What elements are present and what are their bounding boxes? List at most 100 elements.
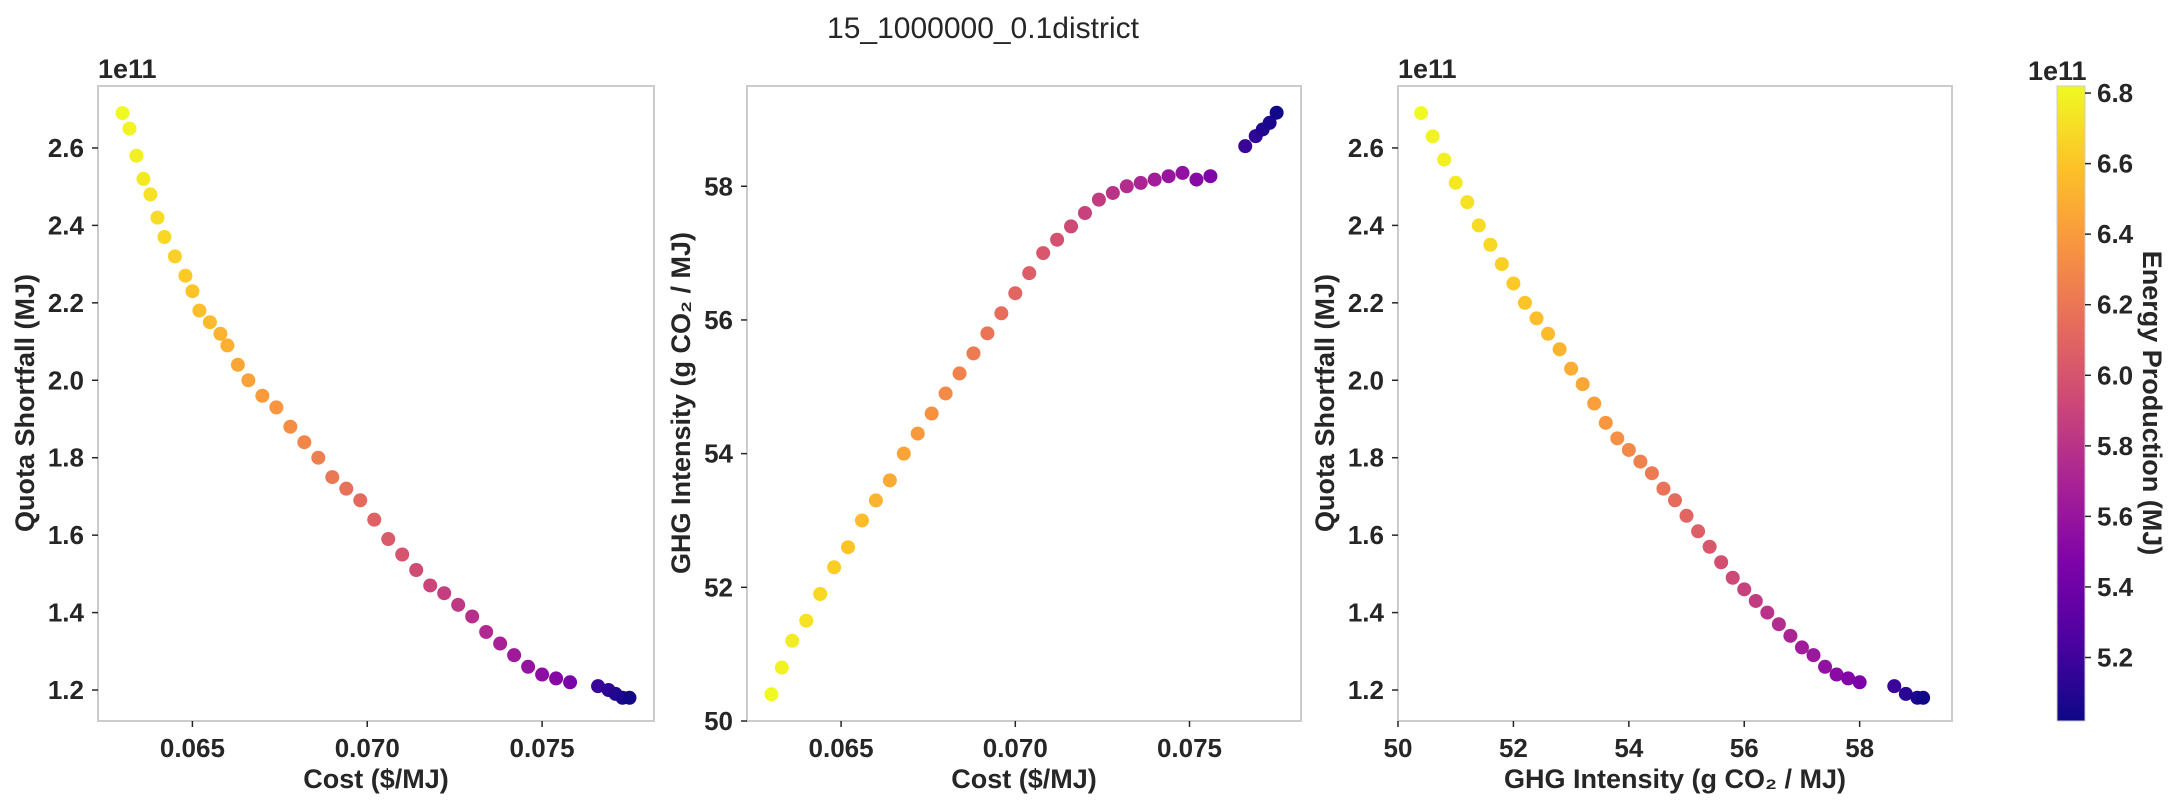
data-point [882,473,897,488]
x-tick-label: 52 [1499,733,1528,763]
x-axis-label: Cost ($/MJ) [951,764,1097,794]
x-tick-label: 0.075 [1157,733,1222,763]
y-tick-label: 58 [704,171,733,201]
colorbar-gradient [2056,85,2086,722]
data-point [1091,192,1106,207]
data-point [269,400,284,415]
y-tick-label: 56 [704,305,733,335]
plot-frame [746,85,1302,722]
data-point [827,560,842,575]
y-tick-label: 1.6 [48,520,84,550]
data-point [1269,105,1284,120]
x-tick-label: 0.075 [510,733,575,763]
data-point [1105,185,1120,200]
panel-ghg-vs-quota: 1e11 GHG Intensity (g CO₂ / MJ) Quota Sh… [1310,54,1953,794]
data-point [854,513,869,528]
data-point [1414,106,1429,121]
data-point [1425,129,1440,144]
data-point [1262,115,1277,130]
data-point [1587,396,1602,411]
ticks: 0.065 0.070 0.075 1.2 1.4 1.6 1.8 2.0 2.2 2.4 2.6 [48,133,575,763]
y-tick-label: 50 [704,706,733,736]
data-point [910,426,925,441]
data-point [122,121,137,136]
data-point [1771,617,1786,632]
data-point [1714,555,1729,570]
y-tick-label: 2.2 [48,288,84,318]
y-tick-label: 1.8 [1348,443,1384,473]
data-point [774,660,789,675]
plot-frame [97,85,655,722]
y-offset-label: 1e11 [1398,54,1457,84]
data-point [1656,481,1671,496]
data-point [192,303,207,318]
data-point [167,249,182,264]
data-point [1691,524,1706,539]
data-points [115,106,637,705]
colorbar-tick-label: 5.2 [2097,643,2133,673]
data-point [764,687,779,702]
data-point [479,624,494,639]
data-point [311,450,326,465]
data-point [1887,679,1902,694]
data-point [353,493,368,508]
data-point [1702,539,1717,554]
data-point [1829,667,1844,682]
colorbar-tick-label: 5.8 [2097,431,2133,461]
data-point [1175,165,1190,180]
data-point [1494,257,1509,272]
data-point [924,406,939,421]
x-tick-label: 54 [1614,733,1643,763]
y-axis-label: GHG Intensity (g CO₂ / MJ) [666,232,696,574]
x-tick-label: 0.070 [335,733,400,763]
data-point [241,373,256,388]
data-point [1725,570,1740,585]
data-point [896,446,911,461]
data-point [841,540,856,555]
y-tick-label: 2.0 [48,365,84,395]
y-tick-label: 52 [704,572,733,602]
data-point [395,547,410,562]
panel-cost-vs-ghg: Cost ($/MJ) GHG Intensity (g CO₂ / MJ) 0… [666,85,1302,794]
panel-cost-vs-quota: 1e11 Cost ($/MJ) Quota Shortfall (MJ) 0.… [10,54,655,794]
y-tick-label: 2.2 [1348,288,1384,318]
data-point [1161,169,1176,184]
data-point [283,419,298,434]
data-point [1437,152,1452,167]
x-tick-label: 50 [1384,733,1413,763]
plot-frame [1397,85,1953,722]
data-point [1575,377,1590,392]
data-point [1022,266,1037,281]
data-point [1916,690,1931,705]
y-tick-label: 2.6 [1348,133,1384,163]
data-point [325,470,340,485]
data-point [813,587,828,601]
y-tick-label: 1.2 [48,675,84,705]
data-point [507,648,522,663]
y-axis-label: Quota Shortfall (MJ) [1310,274,1340,532]
data-point [549,671,564,686]
data-point [966,346,981,361]
ticks: 50 52 54 56 58 1.2 1.4 1.6 1.8 2.0 2.2 2.4 2.6 [1348,133,1874,763]
data-point [423,578,438,593]
data-point [213,326,228,341]
data-point [1189,172,1204,187]
data-point [1517,295,1532,310]
data-point [1529,311,1544,326]
data-point [1898,686,1913,701]
data-point [591,679,606,694]
data-point [1119,179,1134,194]
data-points [764,105,1284,702]
data-point [1448,175,1463,190]
colorbar: 1e11 Energy Production (MJ) 5.2 5.4 5.6 5.8… [2028,56,2167,722]
data-point [1794,640,1809,655]
data-point [381,532,396,547]
colorbar-tick-label: 6.8 [2097,78,2133,108]
data-point [1748,593,1763,608]
data-point [1633,454,1648,469]
data-point [185,284,200,299]
data-point [563,675,578,690]
colorbar-tick-label: 6.0 [2097,360,2133,390]
data-point [1621,442,1636,457]
